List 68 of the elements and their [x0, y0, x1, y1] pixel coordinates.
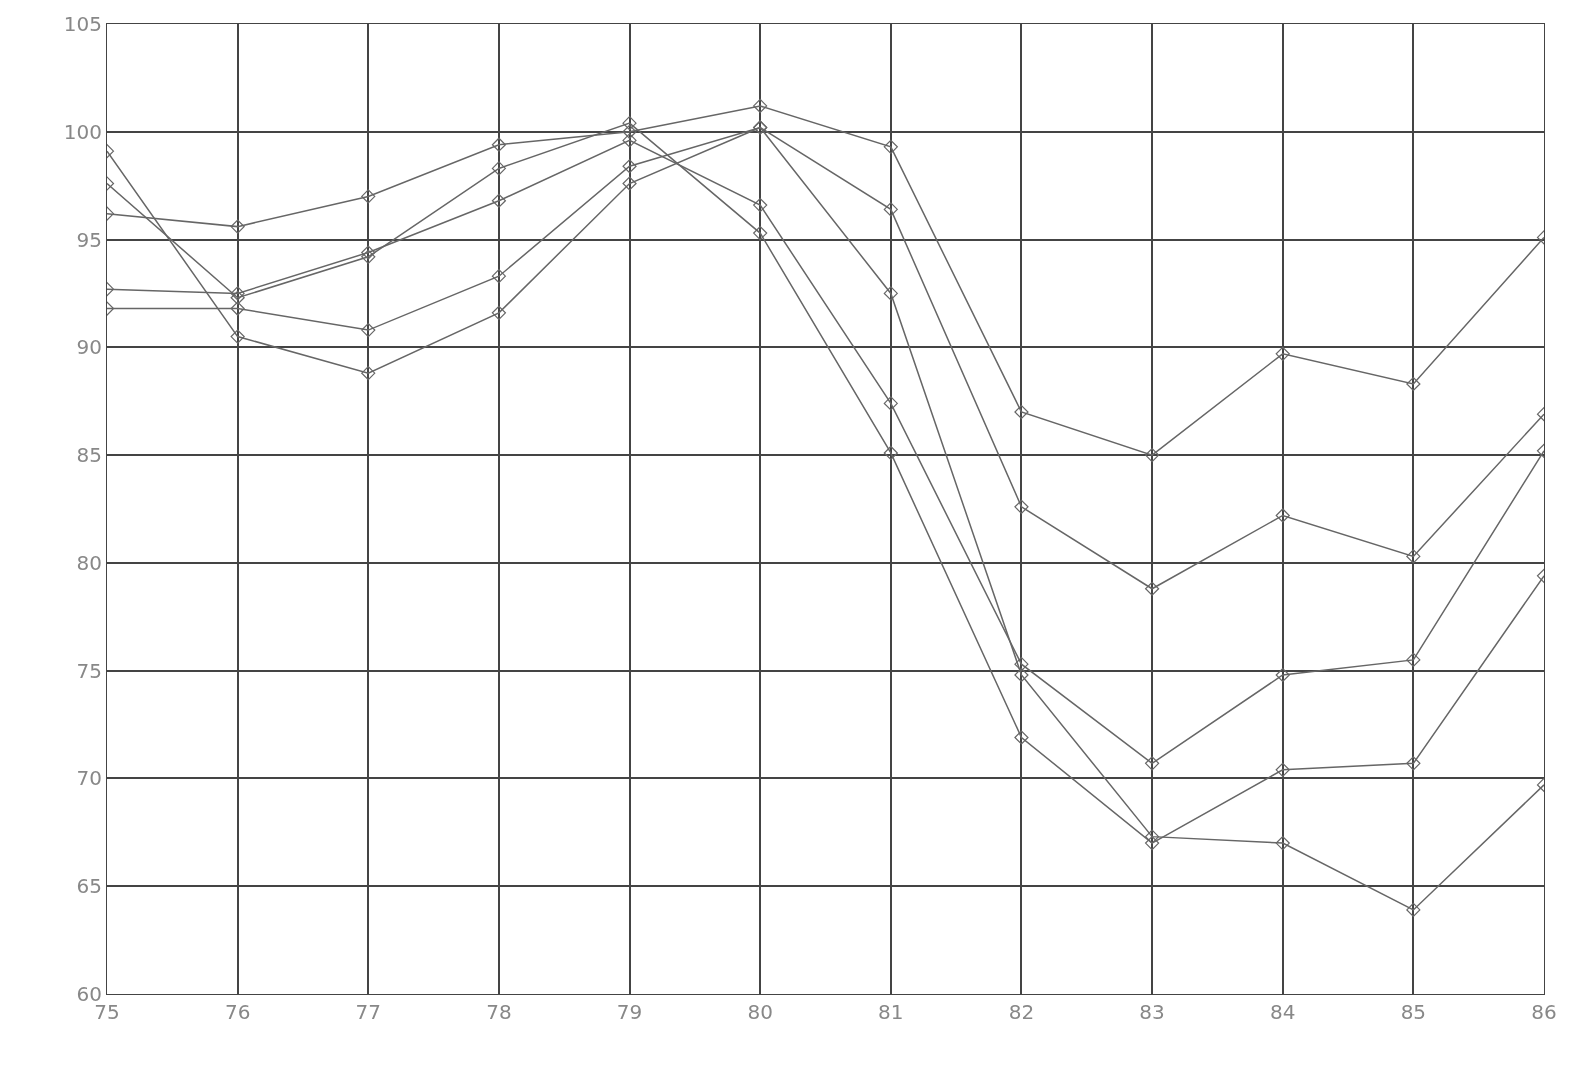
point — [1275, 762, 1290, 777]
x-tick-label: 85 — [1400, 1000, 1427, 1024]
x-tick-label: 77 — [355, 1000, 381, 1024]
point — [230, 329, 245, 344]
point — [1144, 829, 1160, 844]
y-tick-label: 100 — [63, 119, 102, 144]
point — [622, 176, 637, 191]
point — [753, 225, 768, 241]
point — [883, 286, 898, 301]
y-tick-label: 70 — [76, 766, 102, 791]
x-tick-label: 84 — [1270, 1000, 1296, 1024]
point — [491, 305, 507, 320]
point — [230, 290, 245, 305]
point — [361, 249, 376, 264]
point — [1144, 581, 1160, 596]
point — [1406, 902, 1421, 918]
x-tick-label: 82 — [1008, 1000, 1035, 1024]
y-tick-label: 85 — [76, 443, 102, 468]
y-tick-label: 95 — [76, 227, 102, 252]
x-tick-label: 86 — [1531, 1000, 1557, 1024]
point — [1014, 730, 1029, 745]
point — [491, 161, 507, 176]
point — [230, 301, 245, 316]
point — [1014, 404, 1029, 420]
y-tick-label: 105 — [63, 12, 102, 36]
point — [1144, 756, 1160, 771]
point — [622, 133, 637, 148]
x-tick-label: 78 — [486, 1000, 512, 1024]
point — [491, 137, 507, 152]
point — [883, 139, 898, 154]
point — [230, 286, 245, 301]
point — [883, 202, 898, 217]
point — [1144, 836, 1160, 851]
point — [361, 366, 376, 381]
point — [753, 98, 768, 114]
point — [1275, 346, 1290, 361]
point — [622, 124, 637, 139]
point — [491, 193, 507, 208]
point — [1275, 667, 1290, 683]
point — [1406, 652, 1421, 667]
y-tick-label: 90 — [76, 335, 102, 360]
x-tick-label: 79 — [616, 1000, 643, 1024]
point — [1014, 499, 1029, 514]
point — [883, 445, 898, 461]
x-tick-label: 76 — [224, 1000, 251, 1024]
point — [883, 396, 898, 411]
point — [1406, 549, 1421, 564]
point — [1275, 836, 1290, 851]
x-tick-label: 83 — [1139, 1000, 1165, 1024]
point — [1275, 508, 1290, 523]
point — [491, 269, 507, 284]
point — [361, 189, 376, 204]
point — [1144, 448, 1160, 463]
x-tick-label: 80 — [747, 1000, 773, 1024]
point — [753, 197, 768, 213]
point — [361, 322, 376, 338]
point — [1406, 756, 1421, 771]
point — [361, 245, 376, 260]
point — [230, 219, 245, 234]
point — [1014, 657, 1029, 672]
x-tick-label: 81 — [878, 1000, 904, 1024]
point — [1014, 667, 1029, 683]
point — [1406, 376, 1421, 392]
y-tick-label: 80 — [76, 550, 102, 575]
point — [622, 116, 637, 131]
y-tick-label: 65 — [76, 874, 102, 899]
point — [622, 159, 637, 174]
y-tick-label: 75 — [76, 658, 102, 683]
